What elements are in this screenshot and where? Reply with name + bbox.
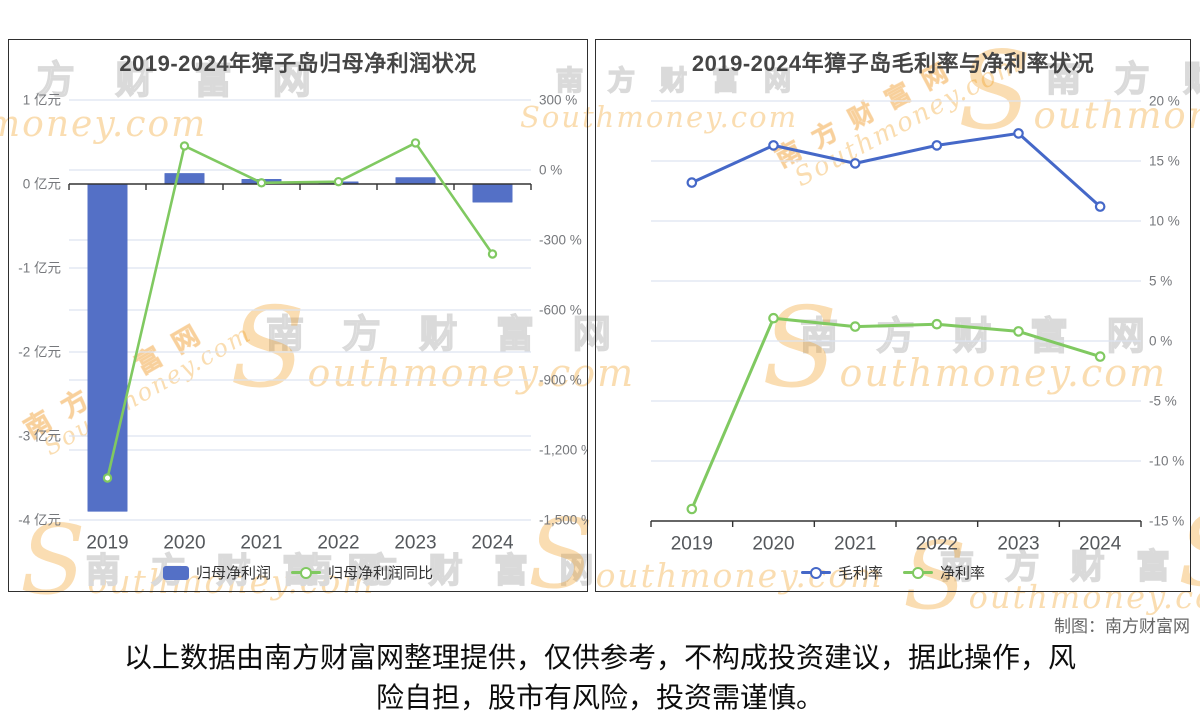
bar-2019: [87, 184, 128, 512]
x-axis-label-2022: 2022: [317, 532, 359, 553]
legend-label-gross-margin: 毛利率: [837, 565, 883, 582]
bar-2024: [472, 184, 513, 203]
data-point-2019: [686, 503, 698, 515]
y-axis-label-right: 300 %: [539, 93, 577, 108]
data-point-2022: [931, 140, 943, 151]
line-series: [106, 141, 494, 480]
net-profit-chart-legend: 归母净利润 归母净利润同比: [9, 562, 587, 583]
margin-chart-plot: 20 % 15 % 10 % 5 % 0 % -5 % -10 % -15 % 2019 2020…: [650, 94, 1184, 554]
data-point-2023: [1013, 326, 1024, 337]
data-point-2023: [1013, 128, 1024, 139]
y-axis-label-left: 1 亿元: [23, 93, 61, 108]
legend-item-gross-margin: 毛利率: [800, 562, 883, 583]
x-axis-label-2024: 2024: [471, 532, 514, 553]
x-axis-label-2021: 2021: [240, 532, 282, 553]
legend-item-net-margin: 净利率: [903, 562, 985, 583]
margin-chart-title: 2019-2024年獐子岛毛利率与净利率状况: [691, 51, 1095, 76]
data-point-2020: [179, 141, 190, 151]
y-axis-label-left: -4 亿元: [18, 513, 61, 528]
x-axis-label-2021: 2021: [834, 533, 876, 554]
y-axis-label-left: 0 亿元: [23, 177, 61, 192]
line-marker-icon: [800, 566, 831, 580]
y-axis-label-right: -900 %: [539, 373, 582, 388]
y-axis-label-left: -3 亿元: [18, 429, 61, 444]
legend-item-net-profit: 归母净利润: [162, 562, 271, 583]
disclaimer-line-1: 以上数据由南方财富网整理提供，仅供参考，不构成投资建议，据此操作，风: [123, 642, 1076, 673]
x-axis-label-2020: 2020: [752, 533, 794, 554]
net-profit-chart-plot: 1 亿元 0 亿元 -1 亿元 -2 亿元 -3 亿元 -4 亿元 300 % 0 % -300…: [18, 93, 587, 554]
y-axis-label-right: 10 %: [1149, 214, 1180, 229]
data-point-2022: [333, 176, 344, 187]
margin-chart-panel: 2019-2024年獐子岛毛利率与净利率状况 20 % 15 % 10 % 5 % 0 …: [595, 39, 1191, 592]
y-axis-label-right: -300 %: [539, 233, 582, 248]
y-axis-label-right: -600 %: [539, 303, 582, 318]
y-axis-label-left: -1 亿元: [18, 261, 61, 276]
y-axis-label-right: -1,500 %: [539, 513, 587, 528]
y-axis-label-right: 0 %: [539, 163, 562, 178]
bar-2020: [164, 173, 205, 184]
x-axis-label-2020: 2020: [163, 532, 205, 553]
data-point-2019: [686, 177, 698, 188]
line-series: [690, 131, 1102, 209]
x-axis-label-2019: 2019: [86, 532, 128, 553]
data-point-2022: [931, 318, 943, 330]
y-axis-label-right: -1,200 %: [539, 443, 587, 458]
y-axis-label-right: -10 %: [1149, 454, 1184, 469]
data-point-2020: [768, 140, 779, 151]
credit-line: 制图：南方财富网: [1054, 617, 1190, 636]
x-axis-label-2022: 2022: [916, 533, 958, 554]
y-axis-label-left: -2 亿元: [18, 345, 61, 360]
data-point-2021: [256, 178, 267, 188]
data-point-2024: [1094, 201, 1106, 212]
y-axis-label-right: 20 %: [1149, 94, 1180, 109]
data-point-2024: [1094, 351, 1106, 362]
x-axis-label-2023: 2023: [394, 532, 436, 553]
margin-chart-legend: 毛利率 净利率: [596, 562, 1190, 583]
data-point-2021: [849, 321, 861, 332]
y-axis-label-right: 0 %: [1149, 334, 1172, 349]
bar-swatch-icon: [162, 565, 189, 580]
net-profit-chart-title: 2019-2024年獐子岛归母净利润状况: [119, 51, 477, 76]
data-point-2024: [487, 249, 498, 259]
y-axis-label-right: 5 %: [1149, 274, 1172, 289]
legend-label-net-profit-yoy: 归母净利润同比: [328, 565, 434, 582]
bar-2023: [395, 177, 436, 184]
data-point-2019: [102, 473, 113, 483]
y-axis-label-right: -5 %: [1149, 394, 1177, 409]
net-profit-chart-panel: 2019-2024年獐子岛归母净利润状况 1 亿元 0 亿元 -1 亿元 -2 亿元 -…: [8, 39, 588, 592]
legend-item-net-profit-yoy: 归母净利润同比: [291, 562, 433, 583]
data-point-2021: [849, 158, 861, 169]
data-point-2023: [410, 138, 421, 148]
line-series: [690, 316, 1102, 511]
disclaimer-line-2: 险自担，股市有风险，投资需谨慎。: [375, 682, 824, 713]
x-axis-label-2023: 2023: [997, 533, 1039, 554]
legend-label-net-margin: 净利率: [940, 565, 986, 582]
legend-label-net-profit: 归母净利润: [195, 565, 271, 582]
x-axis-label-2019: 2019: [671, 533, 713, 554]
data-point-2020: [768, 312, 779, 324]
y-axis-label-right: 15 %: [1149, 154, 1180, 169]
line-marker-icon: [903, 566, 933, 580]
x-axis-label-2024: 2024: [1079, 533, 1122, 554]
disclaimer: 以上数据由南方财富网整理提供，仅供参考，不构成投资建议，据此操作，风 险自担，股…: [0, 638, 1200, 718]
y-axis-label-right: -15 %: [1149, 514, 1184, 529]
line-marker-icon: [291, 566, 321, 580]
